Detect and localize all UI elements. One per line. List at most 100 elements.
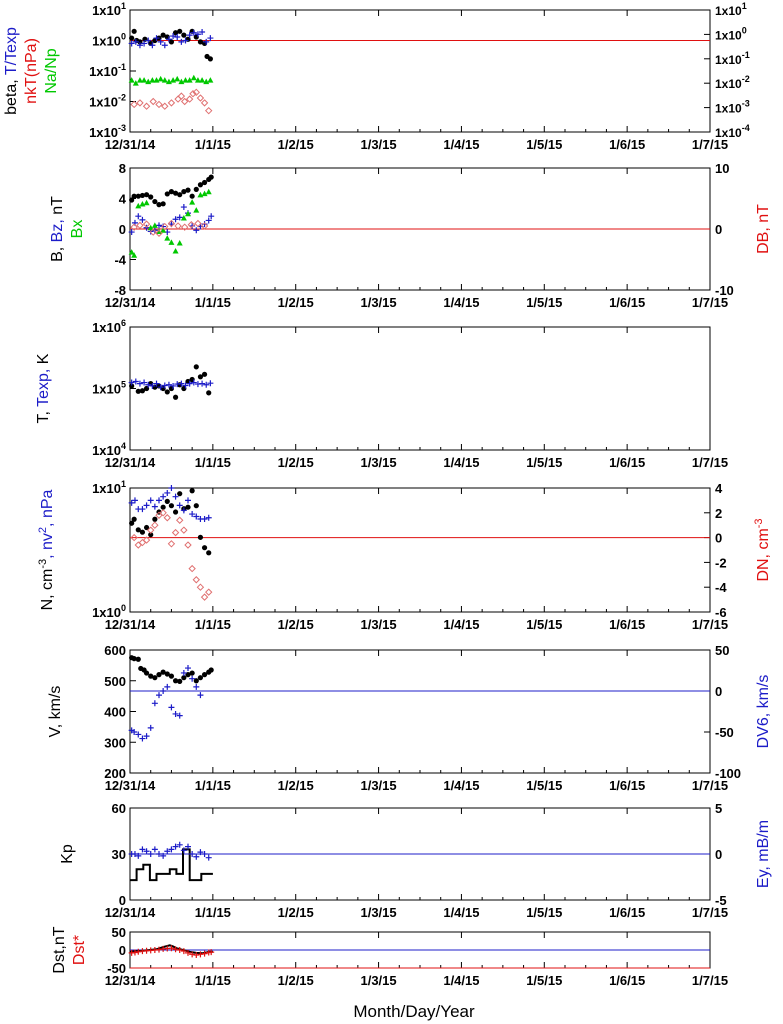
y-right-axis-label: Ey, mB/m	[755, 820, 772, 888]
y-axis-label: B, Bz, nT	[49, 196, 66, 262]
data-point	[172, 509, 179, 515]
data-point	[189, 193, 195, 199]
x-tick-label: 1/5/15	[526, 778, 562, 793]
x-tick-label: 1/5/15	[526, 973, 562, 988]
data-point	[143, 502, 150, 509]
data-point	[189, 951, 196, 958]
data-point	[168, 846, 175, 853]
y-tick-label: 300	[104, 735, 126, 750]
x-tick-label: 12/31/14	[105, 137, 156, 152]
data-point	[208, 174, 214, 180]
data-point	[177, 192, 183, 198]
y-tick-label: 1x10-3	[89, 123, 126, 140]
data-point	[176, 841, 183, 848]
data-point	[189, 90, 197, 98]
y-right-tick-label: -2	[715, 555, 727, 570]
data-point	[193, 364, 199, 370]
x-tick-label: 1/7/15	[692, 137, 728, 152]
x-tick-label: 1/7/15	[692, 617, 728, 632]
data-point	[189, 511, 196, 518]
panel-frame	[129, 649, 711, 774]
data-point	[164, 489, 171, 496]
x-tick-label: 1/6/15	[609, 617, 645, 632]
data-point	[151, 503, 158, 510]
data-point	[141, 379, 148, 386]
data-point	[174, 95, 182, 103]
x-tick-label: 1/5/15	[526, 905, 562, 920]
x-tick-label: 1/7/15	[692, 455, 728, 470]
y-tick-label: 60	[112, 801, 126, 816]
x-tick-label: 1/4/15	[443, 973, 479, 988]
data-point	[201, 950, 208, 957]
y-tick-label: 8	[119, 161, 126, 176]
y-axis-label: N, cm-3, nv2, nPa	[37, 489, 56, 610]
x-tick-label: 1/6/15	[609, 455, 645, 470]
data-point	[192, 576, 200, 584]
x-tick-label: 1/2/15	[278, 778, 314, 793]
data-point	[197, 951, 204, 958]
data-point	[186, 77, 193, 83]
data-point	[156, 222, 162, 229]
data-point	[161, 77, 168, 83]
data-point	[135, 202, 142, 209]
data-point	[193, 678, 199, 684]
data-point	[156, 851, 162, 857]
y-tick-label: 1x104	[92, 441, 126, 458]
data-point	[189, 488, 195, 494]
data-point	[136, 380, 143, 387]
y-tick-label: 1x101	[92, 479, 126, 496]
y-right-axis-label: DN, cm-3	[753, 518, 772, 581]
data-point	[172, 678, 179, 684]
data-point	[129, 520, 135, 526]
data-point	[161, 42, 168, 49]
data-point	[170, 33, 177, 40]
y-right-tick-label: -50	[715, 725, 734, 740]
y-axis-label: nkT(nPa)	[23, 38, 40, 104]
data-point	[152, 675, 158, 681]
data-point	[207, 56, 213, 62]
data-point	[172, 843, 179, 850]
data-point	[156, 497, 162, 504]
x-tick-label: 1/2/15	[278, 905, 314, 920]
data-point	[182, 382, 189, 389]
y-right-tick-label: 10	[715, 161, 729, 176]
x-tick-label: 1/2/15	[278, 617, 314, 632]
data-point	[190, 379, 197, 386]
y-right-tick-label: 1x10-3	[715, 99, 750, 116]
data-point	[176, 502, 183, 509]
data-point	[171, 528, 180, 537]
y-tick-label: 1x105	[92, 380, 126, 397]
data-point	[135, 213, 142, 220]
x-tick-label: 1/6/15	[609, 905, 645, 920]
data-point	[130, 533, 138, 542]
x-tick-label: 12/31/14	[105, 905, 156, 920]
data-point	[148, 673, 154, 679]
data-point	[157, 75, 164, 82]
data-point	[168, 39, 175, 45]
data-point	[135, 527, 141, 533]
data-point	[201, 851, 208, 857]
data-point	[131, 497, 138, 504]
panel-frame	[129, 487, 711, 613]
data-point	[160, 504, 166, 510]
data-point	[203, 381, 210, 388]
data-point	[160, 201, 166, 207]
data-point	[201, 516, 208, 522]
x-tick-label: 1/5/15	[526, 295, 562, 310]
data-point	[143, 848, 150, 855]
data-point	[180, 223, 189, 231]
x-tick-label: 1/3/15	[360, 295, 396, 310]
data-point	[184, 541, 192, 549]
y-tick-label: 0	[119, 943, 126, 958]
data-point	[142, 536, 151, 544]
data-point	[151, 222, 158, 228]
data-point	[186, 380, 193, 387]
data-point	[176, 516, 184, 524]
x-tick-label: 1/5/15	[526, 617, 562, 632]
x-tick-label: 1/3/15	[360, 973, 396, 988]
panel-frame	[129, 9, 711, 133]
y-axis-label: Dst,nT	[51, 926, 68, 973]
data-point	[135, 852, 142, 859]
data-point	[145, 37, 152, 44]
data-point	[181, 189, 187, 195]
